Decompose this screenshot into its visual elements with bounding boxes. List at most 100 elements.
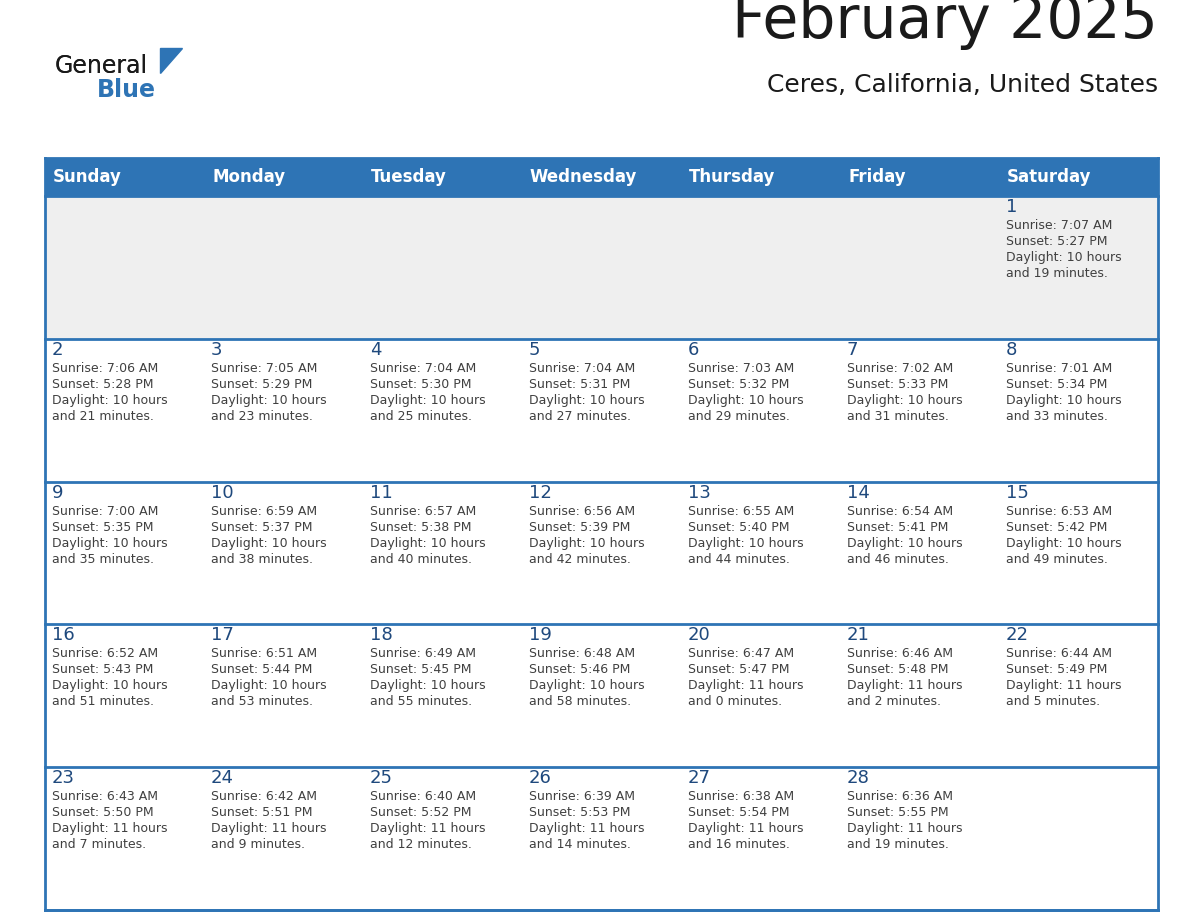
- Bar: [522, 767, 681, 910]
- Text: Sunrise: 6:46 AM: Sunrise: 6:46 AM: [847, 647, 953, 660]
- Text: and 38 minutes.: and 38 minutes.: [211, 553, 312, 565]
- Text: 16: 16: [52, 626, 75, 644]
- Text: Sunset: 5:35 PM: Sunset: 5:35 PM: [52, 521, 153, 533]
- Text: and 35 minutes.: and 35 minutes.: [52, 553, 154, 565]
- Bar: [999, 482, 1158, 624]
- Text: 15: 15: [1006, 484, 1029, 501]
- Bar: [45, 767, 204, 910]
- Bar: [364, 767, 522, 910]
- Bar: [522, 158, 681, 196]
- Text: Sunset: 5:45 PM: Sunset: 5:45 PM: [369, 664, 472, 677]
- Text: Daylight: 10 hours: Daylight: 10 hours: [369, 679, 486, 692]
- Bar: [999, 767, 1158, 910]
- Bar: [681, 196, 840, 339]
- Text: and 40 minutes.: and 40 minutes.: [369, 553, 472, 565]
- Text: and 31 minutes.: and 31 minutes.: [847, 409, 949, 423]
- Text: 8: 8: [1006, 341, 1017, 359]
- Text: Wednesday: Wednesday: [530, 168, 638, 186]
- Bar: [204, 196, 364, 339]
- Text: 22: 22: [1006, 626, 1029, 644]
- Text: Sunset: 5:40 PM: Sunset: 5:40 PM: [688, 521, 790, 533]
- Bar: [364, 158, 522, 196]
- Bar: [840, 767, 999, 910]
- Bar: [681, 767, 840, 910]
- Text: Sunrise: 6:55 AM: Sunrise: 6:55 AM: [688, 505, 795, 518]
- Text: Daylight: 11 hours: Daylight: 11 hours: [529, 823, 645, 835]
- Text: Monday: Monday: [211, 168, 285, 186]
- Text: Daylight: 11 hours: Daylight: 11 hours: [688, 679, 803, 692]
- Text: Sunset: 5:38 PM: Sunset: 5:38 PM: [369, 521, 472, 533]
- Text: Sunset: 5:50 PM: Sunset: 5:50 PM: [52, 806, 153, 819]
- Text: Daylight: 10 hours: Daylight: 10 hours: [211, 679, 327, 692]
- Bar: [364, 482, 522, 624]
- Text: and 46 minutes.: and 46 minutes.: [847, 553, 949, 565]
- Text: Tuesday: Tuesday: [371, 168, 447, 186]
- Text: and 5 minutes.: and 5 minutes.: [1006, 696, 1100, 709]
- Text: and 21 minutes.: and 21 minutes.: [52, 409, 154, 423]
- Text: 24: 24: [211, 769, 234, 788]
- Text: Blue: Blue: [97, 78, 156, 102]
- Text: 3: 3: [211, 341, 222, 359]
- Text: and 33 minutes.: and 33 minutes.: [1006, 409, 1108, 423]
- Text: Sunset: 5:53 PM: Sunset: 5:53 PM: [529, 806, 631, 819]
- Text: Sunrise: 6:53 AM: Sunrise: 6:53 AM: [1006, 505, 1112, 518]
- Text: and 29 minutes.: and 29 minutes.: [688, 409, 790, 423]
- Bar: [681, 624, 840, 767]
- Bar: [840, 482, 999, 624]
- Text: Sunrise: 7:01 AM: Sunrise: 7:01 AM: [1006, 362, 1112, 375]
- Bar: [840, 158, 999, 196]
- Text: Sunset: 5:48 PM: Sunset: 5:48 PM: [847, 664, 948, 677]
- Text: 6: 6: [688, 341, 700, 359]
- Text: 25: 25: [369, 769, 393, 788]
- Text: Sunset: 5:49 PM: Sunset: 5:49 PM: [1006, 664, 1107, 677]
- Text: 27: 27: [688, 769, 710, 788]
- Text: Sunrise: 6:54 AM: Sunrise: 6:54 AM: [847, 505, 953, 518]
- Text: Ceres, California, United States: Ceres, California, United States: [767, 73, 1158, 97]
- Text: and 7 minutes.: and 7 minutes.: [52, 838, 146, 851]
- Text: Sunrise: 6:49 AM: Sunrise: 6:49 AM: [369, 647, 476, 660]
- Text: General: General: [55, 54, 148, 78]
- Text: Sunset: 5:27 PM: Sunset: 5:27 PM: [1006, 235, 1107, 248]
- Text: 1: 1: [1006, 198, 1017, 216]
- Text: and 49 minutes.: and 49 minutes.: [1006, 553, 1108, 565]
- Bar: [204, 339, 364, 482]
- Text: 19: 19: [529, 626, 552, 644]
- Bar: [840, 624, 999, 767]
- Text: Daylight: 10 hours: Daylight: 10 hours: [1006, 251, 1121, 264]
- Text: and 44 minutes.: and 44 minutes.: [688, 553, 790, 565]
- Text: Daylight: 10 hours: Daylight: 10 hours: [688, 394, 803, 407]
- Text: Sunset: 5:37 PM: Sunset: 5:37 PM: [211, 521, 312, 533]
- Bar: [999, 624, 1158, 767]
- Text: Daylight: 10 hours: Daylight: 10 hours: [369, 537, 486, 550]
- Text: Sunrise: 7:00 AM: Sunrise: 7:00 AM: [52, 505, 158, 518]
- Text: Sunrise: 6:38 AM: Sunrise: 6:38 AM: [688, 790, 794, 803]
- Text: 14: 14: [847, 484, 870, 501]
- Text: Sunset: 5:34 PM: Sunset: 5:34 PM: [1006, 378, 1107, 391]
- Bar: [45, 158, 204, 196]
- Text: 21: 21: [847, 626, 870, 644]
- Text: Sunset: 5:46 PM: Sunset: 5:46 PM: [529, 664, 631, 677]
- Text: Friday: Friday: [848, 168, 905, 186]
- Bar: [522, 196, 681, 339]
- Text: Sunrise: 7:06 AM: Sunrise: 7:06 AM: [52, 362, 158, 375]
- Text: 4: 4: [369, 341, 381, 359]
- Text: Sunset: 5:52 PM: Sunset: 5:52 PM: [369, 806, 472, 819]
- Text: Sunset: 5:55 PM: Sunset: 5:55 PM: [847, 806, 949, 819]
- Bar: [204, 767, 364, 910]
- Text: Sunrise: 6:59 AM: Sunrise: 6:59 AM: [211, 505, 317, 518]
- Polygon shape: [160, 48, 182, 73]
- Text: and 14 minutes.: and 14 minutes.: [529, 838, 631, 851]
- Bar: [681, 158, 840, 196]
- Bar: [364, 339, 522, 482]
- Text: Sunset: 5:30 PM: Sunset: 5:30 PM: [369, 378, 472, 391]
- Bar: [45, 196, 204, 339]
- Text: Daylight: 10 hours: Daylight: 10 hours: [1006, 394, 1121, 407]
- Text: Daylight: 11 hours: Daylight: 11 hours: [369, 823, 486, 835]
- Text: Sunset: 5:41 PM: Sunset: 5:41 PM: [847, 521, 948, 533]
- Text: and 25 minutes.: and 25 minutes.: [369, 409, 472, 423]
- Text: 28: 28: [847, 769, 870, 788]
- Text: and 42 minutes.: and 42 minutes.: [529, 553, 631, 565]
- Bar: [999, 158, 1158, 196]
- Text: Sunrise: 6:57 AM: Sunrise: 6:57 AM: [369, 505, 476, 518]
- Text: Daylight: 11 hours: Daylight: 11 hours: [52, 823, 168, 835]
